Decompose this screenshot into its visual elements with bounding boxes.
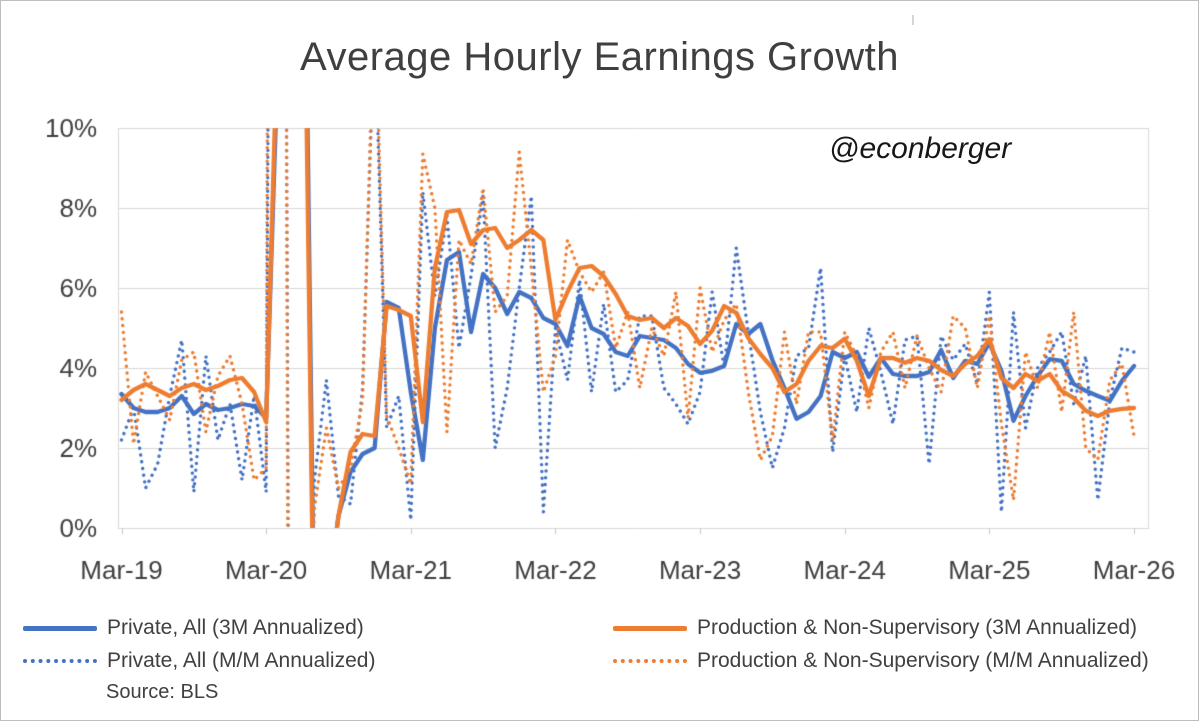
legend-item-prod-3m: Production & Non-Supervisory (3M Annuali…	[613, 615, 1137, 641]
source-note: Source: BLS	[106, 681, 219, 703]
legend-label: Private, All (M/M Annualized)	[107, 649, 376, 672]
solid-orange-line-sample	[613, 625, 687, 631]
legend-label: Production & Non-Supervisory (M/M Annual…	[697, 649, 1149, 672]
legend-item-private-mm: Private, All (M/M Annualized)	[23, 648, 375, 674]
legend-label: Private, All (3M Annualized)	[107, 616, 364, 639]
legend-item-private-3m: Private, All (3M Annualized)	[23, 615, 364, 641]
dotted-blue-line-sample	[23, 659, 97, 663]
dotted-orange-line-sample	[613, 659, 687, 663]
chart-title: Average Hourly Earnings Growth	[300, 35, 899, 79]
stray-mark	[912, 15, 914, 25]
watermark-text: @econberger	[829, 132, 1012, 165]
solid-blue-line-sample	[23, 625, 97, 631]
legend-label: Production & Non-Supervisory (3M Annuali…	[697, 616, 1138, 639]
legend-item-prod-mm: Production & Non-Supervisory (M/M Annual…	[613, 648, 1149, 674]
